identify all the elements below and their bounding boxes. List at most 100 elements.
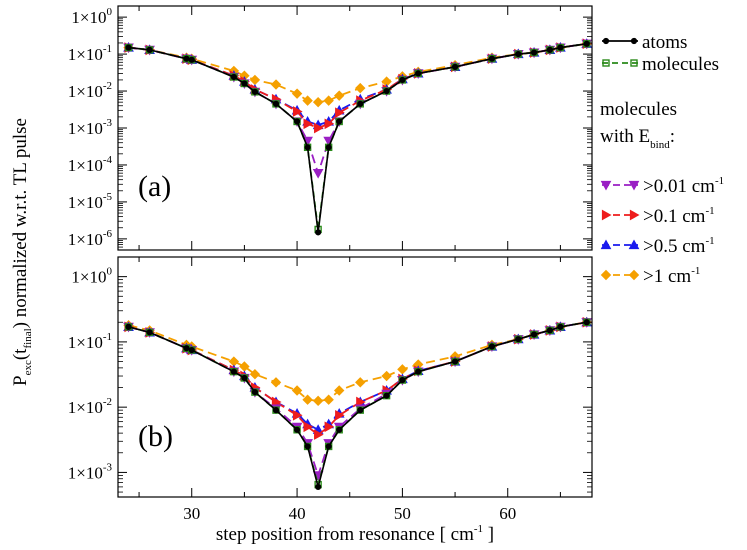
legend-molecules-symbol (602, 59, 638, 67)
legend-marker (628, 239, 640, 250)
legend-threshold-0.5: >0.5 cm-1 (600, 235, 715, 257)
point-a->0.01 (312, 169, 324, 179)
point-b->1 (302, 394, 313, 405)
y-tick-exp: -5 (103, 191, 113, 203)
y-tick-base: 1×10 (68, 45, 103, 64)
point-a-atoms (383, 87, 390, 95)
x-tick-label: 60 (499, 504, 516, 523)
legend-th4-sup: -1 (691, 265, 700, 277)
legend-th4-main: >1 cm (643, 266, 691, 287)
point-a->1 (333, 90, 345, 101)
plot-area-a (123, 38, 593, 236)
legend-threshold-0.1: >0.1 cm-1 (601, 205, 715, 227)
point-b-atoms (241, 374, 248, 382)
legend-th2-sup: -1 (705, 205, 714, 217)
legend-atoms-symbol (602, 37, 638, 45)
point-a->0.1 (314, 122, 324, 134)
y-tick-exp: -6 (103, 228, 113, 240)
point-b->1 (397, 364, 408, 375)
point-a-atoms (272, 100, 280, 107)
y-tick-label-b: 1×10-1 (68, 331, 112, 352)
point-a-atoms (146, 46, 153, 53)
point-b-atoms (451, 358, 459, 365)
plot-area-b (123, 316, 593, 491)
point-a->0.1 (335, 107, 345, 119)
y-tick-label-a: 1×10-2 (68, 80, 112, 101)
point-b-atoms (125, 323, 132, 330)
legend-th3-main: >0.5 cm (643, 236, 706, 257)
legend-marker (600, 180, 612, 191)
x-ticks-b: 30 40 50 60 (138, 257, 561, 523)
y-tick-base: 1×10 (71, 8, 106, 27)
legend-th3-sup: -1 (705, 235, 714, 247)
legend-th2-main: >0.1 cm (643, 206, 706, 227)
point-b->1 (291, 385, 303, 396)
point-a-atoms (546, 46, 553, 53)
x-tick-label: 40 (289, 504, 306, 523)
y-tick-base: 1×10 (68, 82, 103, 101)
y-axis-title-sub2: final (22, 328, 34, 348)
panel-label-a: (a) (138, 170, 171, 203)
x-axis-title: step position from resonance [ cm-1 ] (216, 523, 494, 545)
legend-threshold-1-label: >1 cm-1 (643, 265, 700, 287)
point-a->0.1 (324, 118, 335, 130)
y-tick-exp: 0 (107, 266, 113, 278)
point-b-atoms (146, 329, 153, 336)
series-a-molecules (124, 40, 591, 234)
point-a-atoms (241, 80, 248, 87)
point-b->1 (323, 394, 334, 405)
y-tick-exp: -3 (103, 461, 113, 473)
y-tick-exp: 0 (107, 6, 113, 18)
legend-header-main: with E (600, 126, 650, 147)
legend-threshold-0.01-label: >0.01 cm-1 (643, 175, 724, 197)
y-tick-base: 1×10 (68, 119, 103, 138)
legend-marker (602, 37, 610, 45)
y-tick-label-b: 1×10-2 (68, 396, 112, 417)
point-b-atoms (383, 392, 390, 399)
point-b->1 (312, 395, 324, 407)
legend: atoms molecules molecules with Ebind: >0… (600, 32, 724, 287)
legend-marker (600, 239, 612, 250)
x-axis-title-tail: ] (483, 524, 494, 545)
point-b-atoms (530, 331, 538, 338)
legend-threshold-0.1-label: >0.1 cm-1 (643, 205, 715, 227)
point-b-atoms (415, 368, 422, 375)
x-tick-label: 50 (394, 504, 411, 523)
point-a-atoms (188, 56, 195, 63)
point-a-atoms (451, 63, 459, 71)
legend-marker (630, 37, 638, 45)
legend-threshold-0.5-symbol (600, 239, 640, 250)
point-b-atoms (399, 376, 406, 384)
legend-threshold-0.01-symbol (600, 180, 640, 191)
series-line-a-atoms (128, 42, 587, 233)
point-a-atoms (304, 144, 311, 151)
legend-threshold-1: >1 cm-1 (600, 265, 700, 287)
panel-b-frame (117, 256, 593, 498)
point-b-atoms (546, 327, 553, 334)
y-tick-base: 1×10 (71, 268, 106, 287)
point-b-atoms (230, 368, 237, 375)
point-b->0.1 (356, 396, 366, 408)
legend-header-tail: : (670, 126, 675, 147)
y-tick-label-a: 1×10-3 (68, 117, 113, 138)
y-tick-exp: -3 (103, 117, 113, 129)
legend-atoms-label: atoms (642, 32, 687, 53)
point-a-atoms (530, 49, 538, 56)
point-a-atoms (557, 44, 564, 51)
point-b-atoms (325, 443, 332, 450)
point-b-atoms (557, 323, 564, 330)
point-a-atoms (515, 50, 522, 58)
point-a-atoms (415, 70, 422, 77)
point-b->1 (249, 368, 261, 380)
point-a-atoms (293, 118, 301, 125)
point-a-atoms (251, 88, 259, 95)
point-a->1 (323, 95, 334, 106)
legend-header-line2: with Ebind: (600, 126, 675, 151)
legend-marker (600, 269, 612, 281)
y-tick-exp: -2 (103, 396, 112, 408)
point-a-atoms (357, 100, 364, 107)
y-tick-label-b: 1×100 (71, 266, 112, 287)
point-a-atoms (583, 40, 590, 47)
y-tick-base: 1×10 (68, 230, 103, 249)
